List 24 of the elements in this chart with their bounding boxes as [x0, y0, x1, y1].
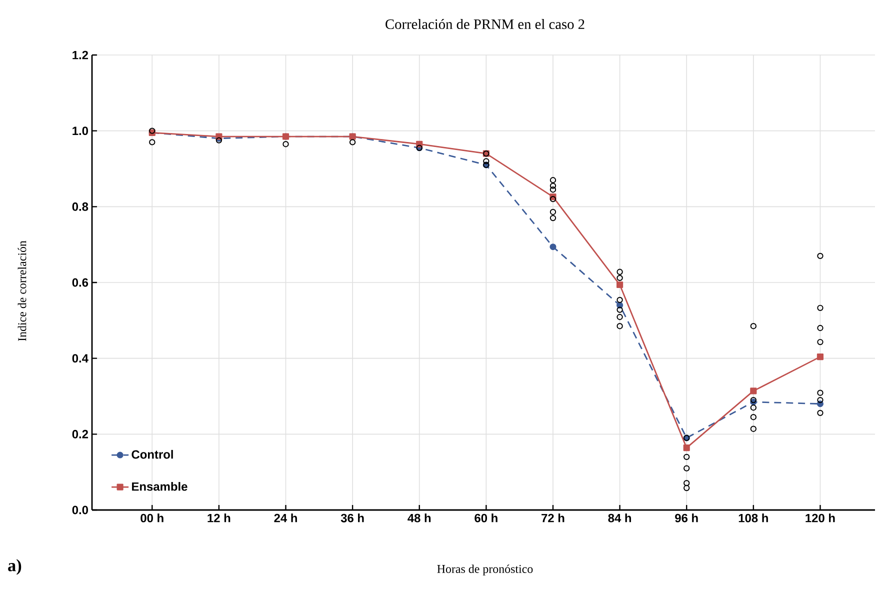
x-tick-label: 24 h — [274, 514, 297, 522]
x-tick-label: 84 h — [608, 514, 632, 522]
x-tick-label: 00 h — [140, 514, 164, 522]
y-axis-title: Indice de correlación — [18, 240, 26, 342]
x-tick-label: 120 h — [806, 514, 835, 522]
legend-label: Control — [132, 450, 173, 459]
x-tick-label: 96 h — [675, 514, 698, 522]
y-tick-label: 0.0 — [72, 506, 88, 514]
x-tick-label: 72 h — [542, 514, 564, 522]
legend-label: Ensamble — [132, 482, 188, 491]
x-tick-label: 48 h — [408, 514, 431, 522]
chart-title: Correlación de PRNM en el caso 2 — [386, 18, 584, 30]
y-tick-label: 0.6 — [72, 278, 88, 287]
y-tick-label: 0.8 — [72, 202, 88, 211]
y-tick-label: 0.4 — [72, 354, 88, 363]
x-tick-label: 36 h — [340, 514, 364, 522]
y-tick-label: 1.0 — [72, 126, 88, 136]
x-axis-title: Horas de pronóstico — [437, 564, 533, 576]
x-tick-label: 12 h — [208, 514, 230, 522]
text: a) — [8, 559, 22, 575]
x-tick-label: 108 h — [738, 514, 768, 522]
y-tick-label: 1.2 — [72, 50, 88, 60]
y-tick-label: 0.2 — [72, 430, 88, 438]
x-tick-label: 60 h — [474, 514, 498, 522]
